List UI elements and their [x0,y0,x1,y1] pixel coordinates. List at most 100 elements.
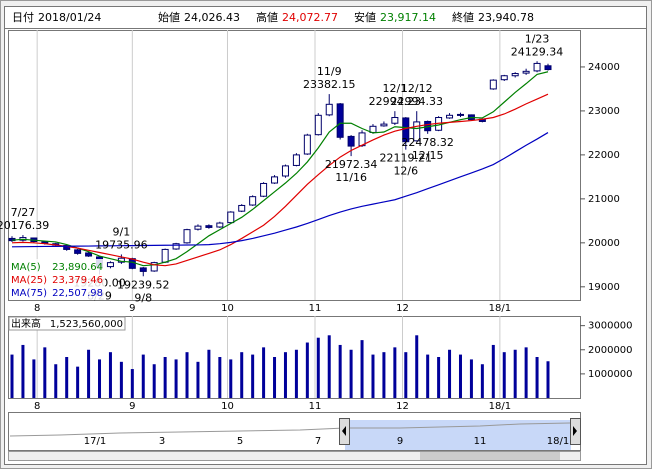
candle-body [500,75,508,81]
navigator-range[interactable] [345,420,571,450]
annotation-date: 9/8 [134,291,152,304]
volume-bar [185,352,189,398]
candle-body [161,248,169,263]
navigator-tick-label: 3 [159,436,165,447]
volume-bar [294,349,298,398]
navigator-tick-label: 9 [397,436,403,447]
annotation-price: 21972.34 [325,158,378,171]
x-tick-label: 11 [309,303,322,314]
candle-body [238,204,246,212]
annotation-price: 24129.34 [511,45,564,58]
volume-bar [196,361,200,398]
candle-body [194,225,202,230]
legend-value: 23,379.46 [52,275,103,286]
annotation-date: 11/9 [317,65,342,78]
volume-bar [207,349,211,398]
volume-bar [218,357,222,398]
header-field-label: 安値 [354,10,376,24]
volume-bar [437,357,441,398]
candle-body [380,123,388,127]
header-field-label: 始値 [158,10,180,24]
volume-legend-box [8,316,126,331]
annotation-price: 23382.15 [303,78,356,91]
handle-arrow [573,426,577,436]
navigator-line [9,422,571,437]
candle-body [74,249,82,254]
volume-bar [130,369,134,398]
x-tick-label: 10 [221,303,234,314]
ma-line [11,71,549,267]
candle-body [227,211,235,224]
x-tick-label: 8 [34,401,40,412]
annotation-price: 19735.96 [95,238,148,251]
volume-bar [174,359,178,398]
volume-bar [43,347,47,398]
candle-body [522,70,530,74]
volume-bar [10,354,14,398]
annotation-date: 12/12 [401,82,433,95]
volume-bar [546,361,550,398]
candle-body [391,117,399,124]
y-tick-label: 3000000 [588,321,633,332]
header-date: 2018/01/24 [38,11,101,24]
annotation-price: 20176.39 [0,219,49,232]
candle-body [489,79,497,90]
candle-body [150,262,158,272]
annotation-date: 9/1 [113,225,131,238]
volume-bar [262,347,266,398]
candle-body [216,222,224,228]
volume-bar [426,354,430,398]
volume-bar [54,364,58,398]
legend-value: 23,890.64 [52,262,103,273]
x-tick-label: 11 [309,401,322,412]
candle-body [271,176,279,184]
x-tick-label: 18/1 [489,401,511,412]
candle-body [106,262,114,268]
legend-name: MA(5) [11,262,41,273]
x-tick-label: 12 [396,401,409,412]
annotation-date: 1/23 [525,32,550,45]
header-label: 日付 [12,11,34,24]
candle-body [544,65,552,71]
candle-body [281,165,289,177]
volume-bar [327,335,331,398]
volume-bar [32,359,36,398]
candle-body [314,114,322,136]
navigator-tick-label: 5 [237,436,243,447]
y-tick-label: 23000 [588,106,620,117]
scroll-thumb[interactable] [420,452,560,460]
scrollbar[interactable] [8,451,581,461]
volume-bar [535,357,539,398]
header-field-label: 高値 [256,10,278,24]
price-plot [8,30,581,301]
volume-bar [371,354,375,398]
y-tick-label: 21000 [588,194,620,205]
volume-bar [349,349,353,398]
annotation-price: 22478.32 [401,136,454,149]
volume-bar [480,364,484,398]
volume-bar [458,354,462,398]
volume-bar [360,340,364,398]
volume-bar [393,347,397,398]
candle-body [446,114,454,119]
volume-bar [240,352,244,398]
x-tick-label: 18/1 [489,303,511,314]
volume-bar [251,354,255,398]
x-tick-label: 8 [34,303,40,314]
candle-body [533,62,541,72]
candle-body [456,113,464,116]
volume-bar [76,366,80,398]
x-tick-label: 9 [129,303,135,314]
header-field-value: 24,072.77 [282,11,338,24]
candle-body [303,134,311,155]
navigator-tick-label: 18/1 [547,436,569,447]
volume-bar [502,352,506,398]
legend-value: 22,507.98 [52,288,103,299]
volume-bar [229,359,233,398]
x-tick-label: 9 [129,401,135,412]
annotation-date: 12/6 [393,165,418,178]
annotation-date: 12/15 [412,149,444,162]
volume-bar [305,342,309,398]
y-tick-label: 20000 [588,238,620,249]
